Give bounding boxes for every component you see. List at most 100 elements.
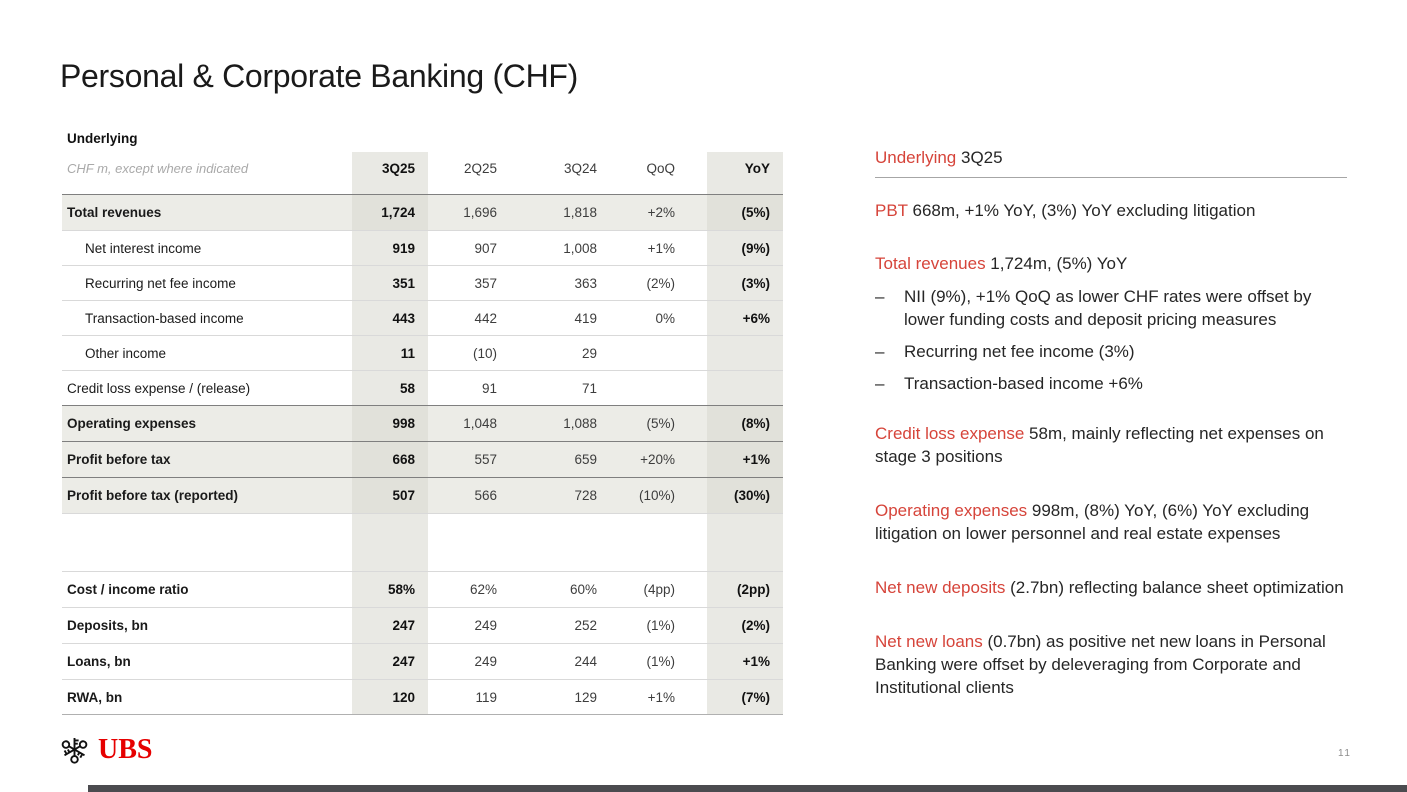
table-row: Recurring net fee income 351 357 363 (2%) (3%… xyxy=(62,265,783,300)
cell-gutter xyxy=(688,301,707,335)
cell-3q25: 668 xyxy=(352,442,428,477)
cell-3q24: 1,088 xyxy=(563,416,597,431)
commentary-lead: Net new loans xyxy=(875,632,983,651)
column-gutter xyxy=(688,152,707,184)
commentary-lead: Net new deposits xyxy=(875,578,1006,597)
table-row: Other income 11 (10) 29 xyxy=(62,335,783,370)
commentary-text: 58m, mainly reflecting net expenses on s… xyxy=(875,424,1324,466)
header-gap-row xyxy=(62,184,783,194)
commentary-text: (2.7bn) reflecting balance sheet optimiz… xyxy=(1005,578,1344,597)
cell-3q24: 29 xyxy=(581,345,597,361)
commentary-panel: Underlying 3Q25 PBT 668m, +1% YoY, (3%) … xyxy=(875,146,1347,699)
cell-3q24: 71 xyxy=(581,380,597,396)
table-header-row: CHF m, except where indicated 3Q25 2Q25 3Q2… xyxy=(62,152,783,184)
cell-3q24: 60% xyxy=(569,582,597,597)
row-label: Total revenues xyxy=(67,205,162,220)
cell-gutter xyxy=(688,266,707,300)
cell-2q25: 907 xyxy=(474,240,497,256)
bullet-text: Transaction-based income +6% xyxy=(904,374,1143,393)
cell-gutter xyxy=(688,406,707,441)
commentary-lead: PBT xyxy=(875,201,908,220)
commentary-bullets: – NII (9%), +1% QoQ as lower CHF rates we… xyxy=(875,285,1347,395)
table-row: Deposits, bn 247 249 252 (1%) (2%) xyxy=(62,607,783,643)
column-header-qoq: QoQ xyxy=(646,160,675,176)
cell-gutter xyxy=(688,442,707,477)
cell-gutter xyxy=(688,195,707,230)
page-title: Personal & Corporate Banking (CHF) xyxy=(60,58,579,94)
row-label xyxy=(62,514,352,571)
gap-cell xyxy=(707,184,783,194)
cell-3q24: 252 xyxy=(574,618,597,633)
commentary-block: Total revenues 1,724m, (5%) YoY xyxy=(875,252,1347,275)
cell-2q25: 566 xyxy=(474,488,497,503)
cell-yoy xyxy=(707,336,783,370)
table-row: Credit loss expense / (release) 58 91 71 xyxy=(62,370,783,405)
gap-cell xyxy=(610,184,688,194)
cell-2q25: 249 xyxy=(474,618,497,633)
table-row: Loans, bn 247 249 244 (1%) +1% xyxy=(62,643,783,679)
cell-gutter xyxy=(688,478,707,513)
cell-3q24: 419 xyxy=(574,310,597,326)
cell-3q25: 247 xyxy=(352,608,428,643)
gap-cell xyxy=(688,184,707,194)
table-section-label: Underlying xyxy=(67,131,138,146)
commentary-text: 1,724m, (5%) YoY xyxy=(985,254,1128,273)
cell-2q25: 557 xyxy=(474,452,497,467)
cell-2q25: (10) xyxy=(472,345,497,361)
cell-yoy: (7%) xyxy=(707,680,783,714)
cell-3q24: 1,818 xyxy=(563,205,597,220)
cell-3q24: 129 xyxy=(574,689,597,705)
cell-qoq: +1% xyxy=(647,240,675,256)
commentary-block: Operating expenses 998m, (8%) YoY, (6%) … xyxy=(875,499,1347,545)
row-label: Net interest income xyxy=(85,240,202,256)
bullet-item: – NII (9%), +1% QoQ as lower CHF rates we… xyxy=(875,285,1347,331)
cell-qoq: 0% xyxy=(655,310,675,326)
commentary-lead: Operating expenses xyxy=(875,501,1028,520)
cell-3q25: 247 xyxy=(352,644,428,679)
table-row: Total revenues 1,724 1,696 1,818 +2% (5%) xyxy=(62,194,783,230)
cell-yoy: +1% xyxy=(707,442,783,477)
commentary-heading-lead: Underlying xyxy=(875,148,957,167)
cell-qoq: (1%) xyxy=(646,618,675,633)
cell-3q25 xyxy=(352,514,428,571)
table-note: CHF m, except where indicated xyxy=(67,160,249,176)
row-label: Profit before tax xyxy=(67,452,171,467)
row-label: Loans, bn xyxy=(67,654,131,669)
cell-3q25: 11 xyxy=(352,336,428,370)
cell-2q25: 62% xyxy=(469,582,497,597)
cell-yoy xyxy=(707,514,783,571)
cell-gutter xyxy=(688,680,707,714)
bullet-item: – Recurring net fee income (3%) xyxy=(875,340,1347,363)
table-row: Profit before tax (reported) 507 566 728 (10… xyxy=(62,477,783,513)
financial-table: CHF m, except where indicated 3Q25 2Q25 3Q2… xyxy=(62,152,783,715)
column-header-yoy: YoY xyxy=(707,152,783,184)
cell-3q25: 58 xyxy=(352,371,428,405)
gap-cell xyxy=(352,184,428,194)
cell-yoy: (3%) xyxy=(707,266,783,300)
cell-yoy: +1% xyxy=(707,644,783,679)
cell-2q25: 91 xyxy=(481,380,497,396)
column-header-2q25: 2Q25 xyxy=(463,160,497,176)
heading-divider xyxy=(875,177,1347,178)
cell-qoq: +20% xyxy=(640,452,675,467)
commentary-block: Credit loss expense 58m, mainly reflecti… xyxy=(875,422,1347,468)
cell-3q24: 728 xyxy=(574,488,597,503)
bottom-edge-bar xyxy=(88,785,1407,792)
cell-yoy xyxy=(707,371,783,405)
cell-yoy: (30%) xyxy=(707,478,783,513)
ubs-logo: UBS xyxy=(58,733,152,766)
cell-gutter xyxy=(688,514,707,571)
cell-2q25: 249 xyxy=(474,654,497,669)
cell-3q25: 998 xyxy=(352,406,428,441)
bullet-dash: – xyxy=(875,287,885,306)
gap-cell xyxy=(428,184,510,194)
cell-qoq xyxy=(610,336,688,370)
cell-gutter xyxy=(688,371,707,405)
cell-3q25: 58% xyxy=(352,572,428,607)
table-row: Cost / income ratio 58% 62% 60% (4pp) (2pp) xyxy=(62,571,783,607)
cell-3q25: 443 xyxy=(352,301,428,335)
column-header-3q25: 3Q25 xyxy=(352,152,428,184)
cell-qoq: (4pp) xyxy=(643,582,675,597)
cell-yoy: (5%) xyxy=(707,195,783,230)
